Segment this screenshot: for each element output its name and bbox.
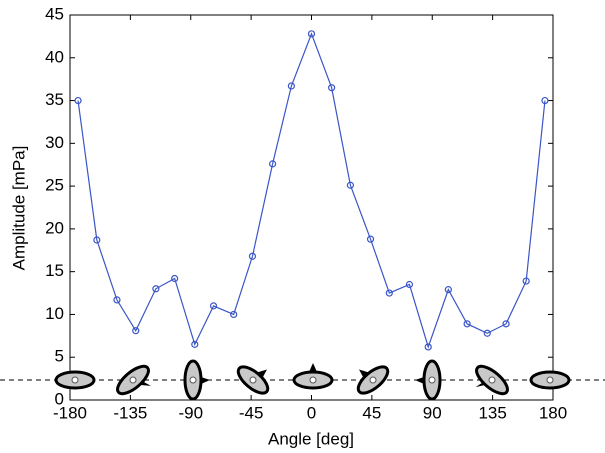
line bbox=[77, 32, 546, 349]
marker bbox=[483, 329, 491, 337]
y-tick-label: 10 bbox=[45, 304, 64, 323]
x-axis-label: Angle [deg] bbox=[268, 429, 354, 448]
y-tick-label: 5 bbox=[55, 347, 64, 366]
marker bbox=[541, 96, 549, 105]
marker bbox=[152, 285, 160, 293]
marker bbox=[287, 82, 295, 90]
y-tick-label: 45 bbox=[45, 4, 64, 23]
marker bbox=[268, 160, 277, 168]
plot-frame bbox=[69, 14, 554, 401]
marker bbox=[366, 235, 375, 243]
marker bbox=[444, 286, 452, 294]
x-tick-label: 0 bbox=[307, 403, 316, 422]
marker bbox=[307, 30, 316, 38]
y-tick-label: 40 bbox=[45, 47, 64, 66]
marker bbox=[522, 277, 530, 285]
x-tick-label: 90 bbox=[423, 403, 442, 422]
marker bbox=[328, 84, 336, 92]
marker bbox=[132, 327, 140, 335]
x-tick-label: -90 bbox=[178, 403, 203, 422]
y-tick-label: 15 bbox=[45, 261, 64, 280]
y-axis-label: Amplitude [mPa] bbox=[9, 146, 28, 271]
marker bbox=[346, 181, 355, 189]
x-tick-label: 135 bbox=[478, 403, 506, 422]
marker bbox=[405, 280, 414, 289]
marker bbox=[191, 340, 199, 348]
marker bbox=[385, 289, 393, 297]
marker bbox=[248, 252, 257, 260]
marker bbox=[463, 320, 471, 328]
marker bbox=[502, 320, 510, 328]
x-tick-label: -45 bbox=[239, 403, 264, 422]
marker bbox=[113, 296, 121, 304]
marker bbox=[209, 302, 218, 310]
fish-icons bbox=[54, 359, 571, 401]
y-tick-label: 25 bbox=[45, 176, 64, 195]
y-tick-label: 30 bbox=[45, 133, 64, 152]
marker bbox=[424, 343, 432, 351]
x-tick-label: -180 bbox=[53, 403, 87, 422]
marker bbox=[171, 274, 179, 283]
y-tick-label: 35 bbox=[45, 90, 64, 109]
marker bbox=[93, 236, 101, 244]
y-tick-label: 20 bbox=[45, 218, 64, 237]
marker bbox=[230, 310, 238, 319]
x-tick-label: 180 bbox=[539, 403, 567, 422]
y-tick-label: 0 bbox=[55, 389, 64, 408]
marker bbox=[74, 96, 82, 105]
x-tick-label: 45 bbox=[362, 403, 381, 422]
x-tick-label: -135 bbox=[113, 403, 147, 422]
